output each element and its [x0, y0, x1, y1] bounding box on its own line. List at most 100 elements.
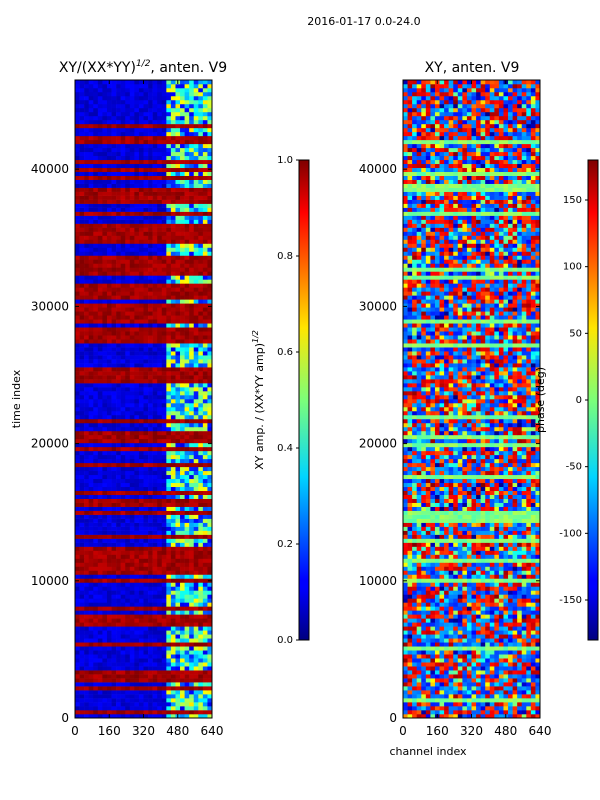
amplitude-cell — [175, 263, 181, 268]
amplitude-cell — [129, 462, 135, 468]
amplitude-cell — [93, 410, 99, 416]
amplitude-cell — [93, 271, 99, 276]
amplitude-cell — [207, 279, 213, 284]
amplitude-cell — [189, 107, 195, 113]
amplitude-cell — [129, 187, 135, 192]
phase-cell — [480, 702, 486, 707]
amplitude-cell — [184, 103, 190, 109]
amplitude-cell — [175, 203, 181, 208]
amplitude-cell — [84, 215, 89, 220]
amplitude-cell — [97, 343, 103, 348]
amplitude-cell — [148, 434, 153, 440]
amplitude-cell — [88, 271, 94, 276]
amplitude-cell — [148, 662, 153, 667]
phase-cell — [476, 698, 481, 703]
amplitude-cell — [75, 215, 80, 220]
amplitude-cell — [84, 618, 89, 623]
amplitude-cell — [202, 642, 208, 647]
amplitude-cell — [193, 99, 199, 105]
amplitude-cell — [175, 131, 181, 137]
amplitude-cell — [106, 387, 112, 392]
amplitude-cell — [202, 219, 208, 224]
amplitude-cell — [79, 410, 85, 416]
amplitude-cell — [93, 650, 99, 655]
amplitude-cell — [170, 614, 176, 619]
amplitude-cell — [170, 363, 176, 368]
amplitude-cell — [97, 235, 103, 240]
amplitude-cell — [134, 530, 140, 535]
amplitude-cell — [116, 490, 121, 495]
amplitude-cell — [93, 223, 99, 228]
amplitude-cell — [138, 147, 144, 153]
amplitude-cell — [79, 203, 85, 208]
amplitude-cell — [175, 99, 181, 105]
amplitude-cell — [161, 658, 167, 663]
amplitude-cell — [189, 215, 195, 220]
amplitude-cell — [170, 299, 176, 304]
amplitude-cell — [111, 434, 117, 440]
amplitude-cell — [129, 219, 135, 224]
amplitude-cell — [138, 207, 144, 212]
amplitude-cell — [193, 582, 199, 587]
amplitude-cell — [120, 590, 126, 595]
amplitude-cell — [88, 375, 94, 380]
amplitude-cell — [120, 391, 126, 396]
amplitude-cell — [129, 235, 135, 240]
amplitude-cell — [189, 367, 195, 372]
amplitude-cell — [161, 610, 167, 615]
amplitude-cell — [102, 586, 108, 591]
amplitude-colorbar-label: XY amp. / (XX*YY amp)1/2 — [251, 330, 266, 470]
amplitude-cell — [79, 107, 85, 113]
amplitude-cell — [189, 147, 195, 153]
amplitude-cell — [120, 371, 126, 376]
amplitude-cell — [125, 255, 131, 260]
phase-cell — [535, 714, 541, 719]
amplitude-cell — [111, 139, 117, 145]
amplitude-cell — [79, 399, 85, 404]
amplitude-cell — [120, 678, 126, 683]
amplitude-cell — [170, 402, 176, 408]
amplitude-cell — [148, 614, 153, 619]
amplitude-cell — [166, 195, 172, 200]
amplitude-cell — [138, 139, 144, 145]
amplitude-cell — [102, 283, 108, 288]
x-tick-label: 480 — [166, 724, 189, 738]
amplitude-cell — [138, 80, 144, 85]
amplitude-cell — [120, 399, 126, 404]
amplitude-cell — [166, 235, 172, 240]
amplitude-cell — [120, 666, 126, 671]
amplitude-cell — [175, 702, 181, 707]
amplitude-cell — [102, 530, 108, 535]
amplitude-cell — [184, 195, 190, 200]
amplitude-cell — [152, 706, 158, 711]
amplitude-cell — [106, 139, 112, 145]
amplitude-cell — [189, 682, 195, 687]
amplitude-cell — [111, 391, 117, 396]
amplitude-cell — [97, 239, 103, 244]
amplitude-cell — [198, 111, 204, 117]
amplitude-cell — [202, 618, 208, 623]
amplitude-cell — [111, 311, 117, 316]
amplitude-cell — [75, 482, 80, 488]
amplitude-cell — [175, 103, 181, 109]
amplitude-cell — [88, 243, 94, 248]
amplitude-cell — [116, 554, 121, 559]
amplitude-cell — [134, 510, 140, 515]
amplitude-cell — [180, 247, 185, 252]
amplitude-cell — [207, 83, 213, 89]
amplitude-cell — [202, 486, 208, 492]
amplitude-cell — [84, 578, 89, 583]
amplitude-cell — [129, 538, 135, 543]
amplitude-cell — [84, 111, 89, 117]
amplitude-cell — [143, 538, 149, 543]
amplitude-cell — [129, 171, 135, 176]
amplitude-cell — [157, 570, 163, 575]
amplitude-cell — [180, 670, 185, 675]
amplitude-cell — [138, 510, 144, 515]
amplitude-cell — [93, 215, 99, 220]
amplitude-cell — [161, 410, 167, 416]
amplitude-cell — [134, 422, 140, 428]
amplitude-cell — [170, 279, 176, 284]
amplitude-cell — [79, 614, 85, 619]
amplitude-cell — [84, 526, 89, 531]
